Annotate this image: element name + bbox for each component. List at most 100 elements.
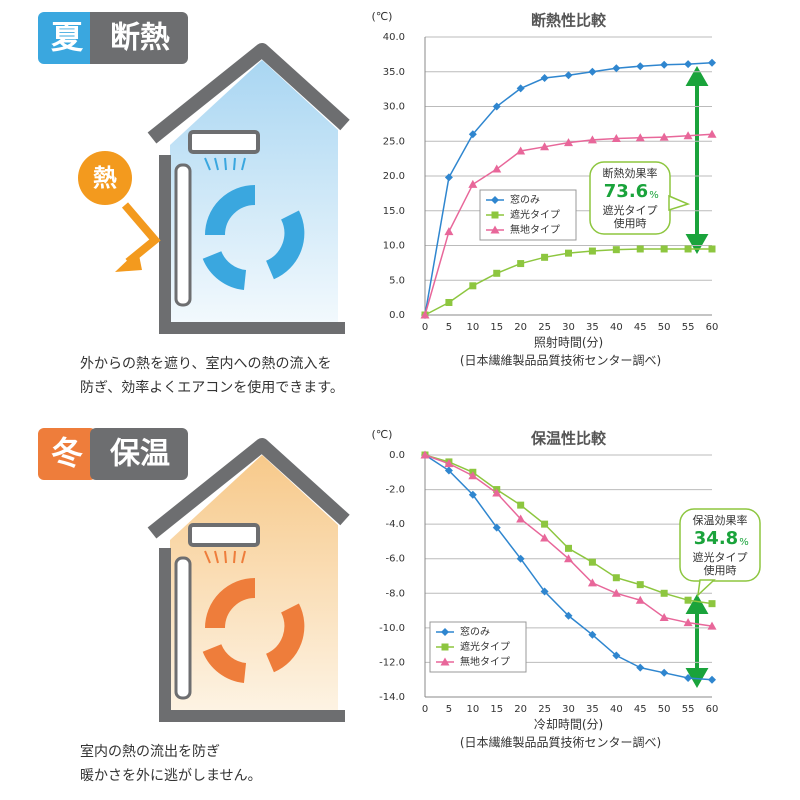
- circulation-arrows: [202, 578, 305, 683]
- point: [440, 657, 450, 666]
- point: [707, 621, 717, 630]
- x-tick-label: 60: [706, 704, 719, 715]
- description-line: 外からの熱を遮り、室内への熱の流入を: [80, 355, 331, 372]
- point: [444, 227, 454, 236]
- x-tick-label: 30: [562, 704, 575, 715]
- x-tick-label: 15: [490, 322, 503, 333]
- legend-label: 遮光タイプ: [510, 208, 560, 221]
- chart-title: 保温性比較: [530, 430, 607, 448]
- callout-unit: %: [649, 190, 659, 201]
- x-axis-label: 照射時間(分): [534, 335, 603, 350]
- label-text: 保温: [110, 437, 170, 472]
- point: [540, 587, 549, 596]
- air-conditioner: [188, 130, 260, 154]
- point: [493, 269, 501, 277]
- point: [659, 132, 669, 141]
- point: [565, 249, 572, 257]
- point: [541, 253, 549, 261]
- point: [540, 533, 550, 542]
- season-text: 夏: [51, 18, 84, 56]
- point: [588, 630, 597, 639]
- x-tick-label: 40: [610, 704, 623, 715]
- y-unit: (℃): [372, 10, 393, 23]
- x-tick-label: 25: [538, 704, 551, 715]
- y-unit: (℃): [372, 428, 393, 441]
- point: [707, 129, 717, 138]
- curtain: [174, 556, 192, 700]
- point: [636, 581, 644, 589]
- point: [540, 142, 550, 151]
- point: [611, 133, 621, 142]
- x-tick-label: 30: [562, 322, 575, 333]
- series-line: [424, 248, 712, 316]
- house-wall: [159, 155, 345, 334]
- season-text: 冬: [51, 434, 83, 472]
- x-tick-label: 15: [490, 704, 503, 715]
- callout-pointer: [696, 579, 716, 597]
- x-axis-label: 冷却時間(分): [534, 718, 603, 732]
- point: [587, 578, 597, 587]
- point: [708, 58, 716, 67]
- point: [588, 247, 596, 255]
- label-badge: [90, 12, 188, 64]
- point: [516, 84, 525, 93]
- callout-box: [679, 508, 761, 582]
- point: [420, 450, 430, 459]
- point: [612, 246, 620, 254]
- y-tick-label: -10.0: [379, 623, 405, 634]
- legend-label: 無地タイプ: [460, 655, 510, 668]
- point: [492, 102, 501, 111]
- point: [517, 260, 525, 268]
- air-conditioner: [188, 523, 260, 547]
- point: [683, 618, 693, 627]
- description-line: 防ぎ、効率よくエアコンを使用できます。: [80, 379, 344, 396]
- point: [588, 67, 597, 76]
- source: (日本繊維製品品質技術センター調べ): [460, 353, 661, 368]
- y-tick-label: -6.0: [385, 554, 405, 565]
- winter-section: 冬 保温 室内の熱の流出を防ぎ 暖かさを外に逃がしません。: [38, 428, 350, 784]
- point: [636, 62, 645, 71]
- point: [660, 245, 668, 253]
- point: [516, 514, 526, 523]
- airflow-lines: [204, 157, 246, 171]
- callout-line: 遮光タイプ: [603, 203, 658, 217]
- point: [587, 135, 597, 144]
- callout-unit: %: [739, 537, 749, 548]
- legend-label: 無地タイプ: [510, 223, 560, 236]
- x-tick-label: 5: [446, 704, 452, 715]
- legend-label: 窓のみ: [460, 625, 490, 638]
- x-tick-label: 35: [586, 322, 599, 333]
- x-tick-label: 0: [422, 322, 428, 333]
- y-tick-label: 15.0: [383, 206, 405, 217]
- point: [468, 130, 477, 139]
- point: [492, 523, 501, 532]
- x-tick-label: 35: [586, 704, 599, 715]
- heat-circle: [78, 151, 132, 205]
- point: [564, 71, 573, 80]
- house-roof: [147, 438, 350, 539]
- point: [708, 675, 716, 684]
- x-tick-label: 55: [682, 322, 695, 333]
- x-tick-label: 45: [634, 704, 647, 715]
- label-text: 断熱: [110, 21, 170, 56]
- x-tick-label: 55: [682, 704, 695, 715]
- x-tick-label: 20: [514, 322, 527, 333]
- y-tick-label: 30.0: [383, 102, 405, 113]
- point: [635, 595, 645, 604]
- point: [468, 179, 478, 188]
- x-tick-label: 5: [446, 322, 452, 333]
- point: [612, 574, 620, 582]
- y-tick-label: 5.0: [389, 275, 405, 286]
- point: [708, 600, 716, 608]
- point: [612, 651, 621, 660]
- y-tick-label: 10.0: [383, 241, 405, 252]
- heat-arrow: [121, 202, 161, 266]
- y-tick-label: 0.0: [389, 450, 405, 461]
- callout-pointer: [668, 194, 691, 212]
- heat-arrow-head: [115, 250, 142, 272]
- point: [612, 64, 621, 73]
- house-wall: [159, 548, 345, 722]
- point: [517, 501, 525, 509]
- badge-joint: [90, 12, 100, 64]
